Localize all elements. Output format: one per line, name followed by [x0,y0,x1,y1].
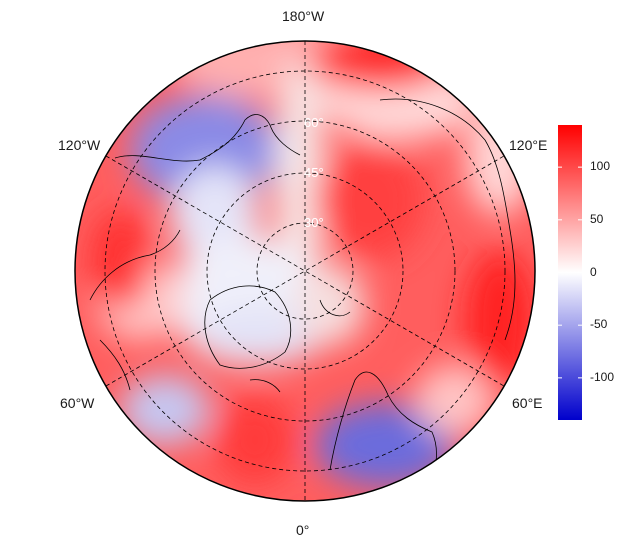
lon-label-lower-left: 60°W [60,395,95,411]
lon-label-upper-left: 120°W [58,137,101,153]
lat-label: 30° [304,215,324,230]
anomaly-field [75,41,535,501]
lat-label: 60° [304,115,324,130]
colorbar-tickmarks [558,166,582,379]
lon-label-lower-right: 60°E [512,395,543,411]
colorbar-tick-label: 100 [590,159,611,174]
colorbar-tick-label: -50 [590,317,608,332]
colorbar-tick-label: 50 [590,211,604,226]
graticule [104,41,506,501]
colorbar-tick-label: -100 [590,369,615,384]
lon-label-upper-right: 120°E [509,137,548,153]
map-boundary [74,40,536,502]
lon-label-top: 180°W [282,8,325,24]
lon-label-bottom: 0° [296,522,310,538]
coastlines [89,98,516,501]
colorbar-tick-label: 0 [590,264,597,279]
latitude-labels: 30° 45° 60° [304,115,324,230]
lat-label: 45° [304,165,324,180]
